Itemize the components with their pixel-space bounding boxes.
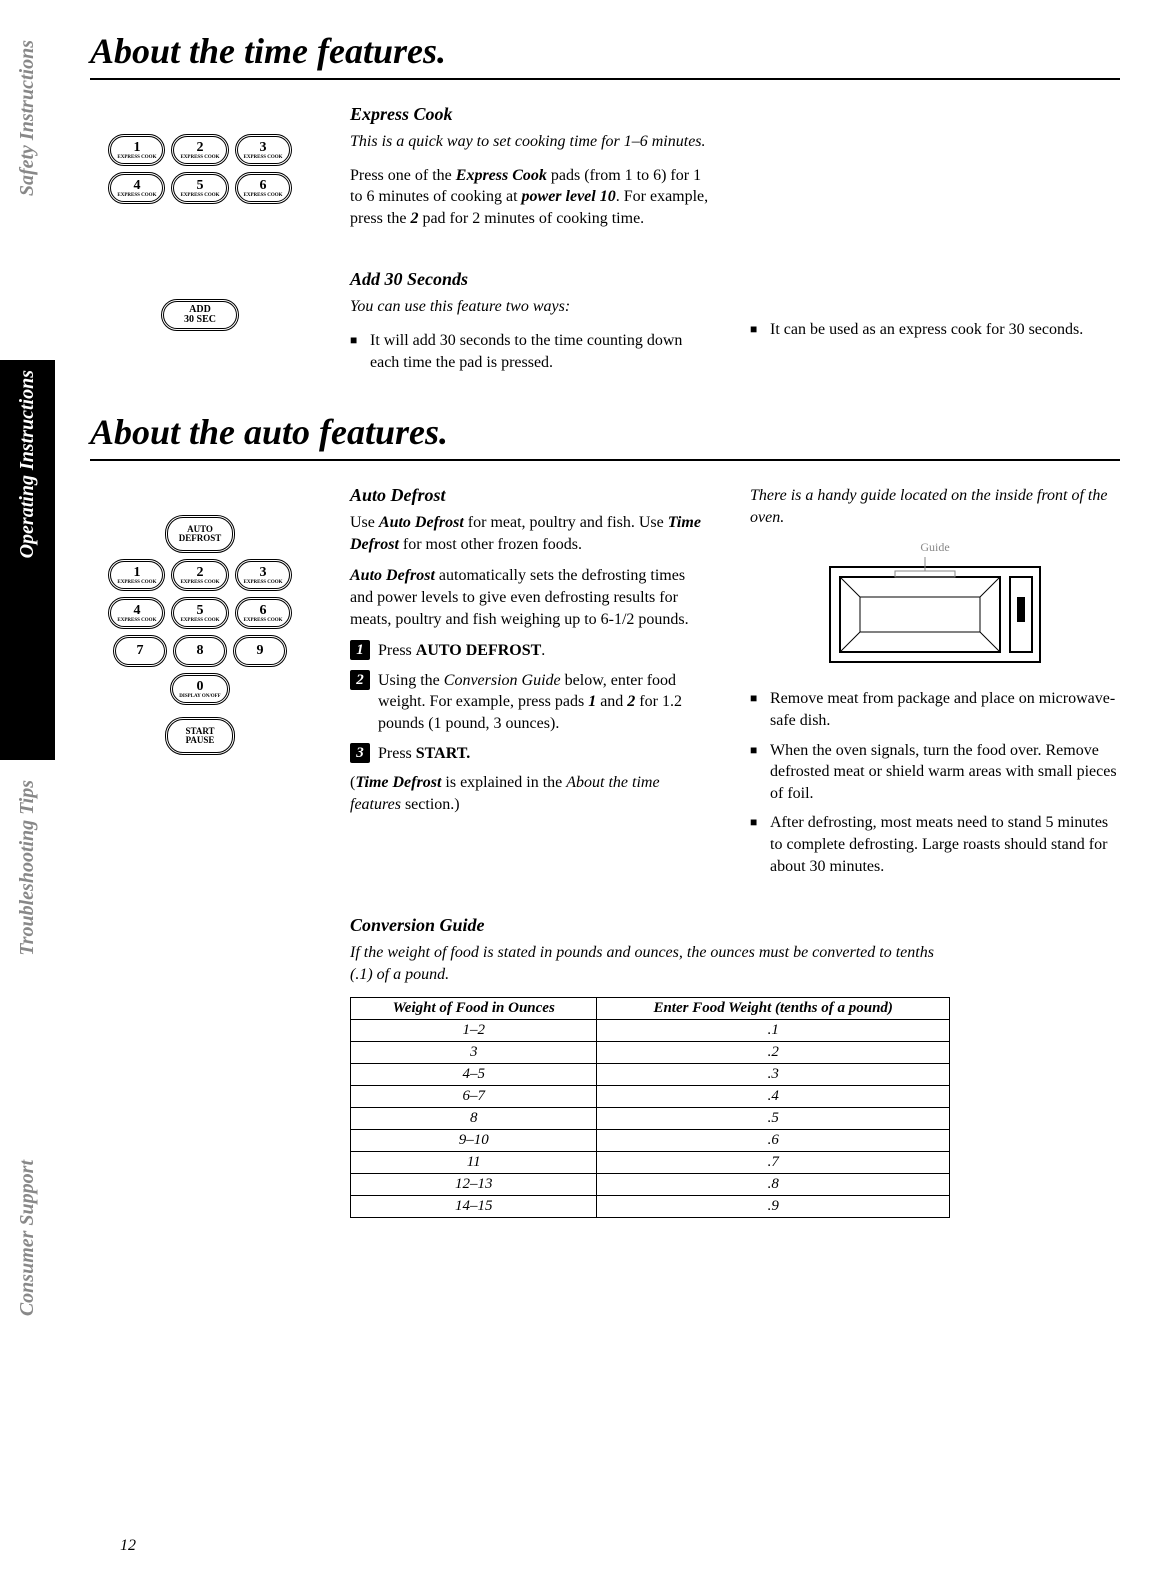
key-add-30: ADD30 SEC <box>161 299 239 331</box>
key-2: 2EXPRESS COOK <box>171 134 228 166</box>
tab-label: Consumer Support <box>16 1150 39 1326</box>
conv-col2: Enter Food Weight (tenths of a pound) <box>597 998 950 1020</box>
key-3: 3EXPRESS COOK <box>235 134 292 166</box>
guide-label: Guide <box>750 540 1120 555</box>
oz-cell: 6–7 <box>351 1086 597 1108</box>
side-tabs: Safety Instructions Operating Instructio… <box>0 0 55 1575</box>
title-rule-2 <box>90 459 1120 461</box>
conversion-intro: If the weight of food is stated in pound… <box>350 942 950 985</box>
oz-cell: 14–15 <box>351 1196 597 1218</box>
section-conversion: Conversion Guide If the weight of food i… <box>90 915 1120 1218</box>
conversion-table: Weight of Food in Ounces Enter Food Weig… <box>350 997 950 1218</box>
add30-heading: Add 30 Seconds <box>350 269 710 290</box>
table-row: 8.5 <box>351 1108 950 1130</box>
rb3: After defrosting, most meats need to sta… <box>750 812 1120 877</box>
table-row: 11.7 <box>351 1152 950 1174</box>
page-number: 12 <box>120 1537 136 1555</box>
tab-troubleshooting[interactable]: Troubleshooting Tips <box>0 770 55 1140</box>
conv-col1: Weight of Food in Ounces <box>351 998 597 1020</box>
express-cook-intro: This is a quick way to set cooking time … <box>350 131 710 153</box>
express-cook-body: Press one of the Express Cook pads (from… <box>350 165 710 230</box>
auto-defrost-keypad: AUTODEFROST 1EXPRESS COOK 2EXPRESS COOK … <box>90 515 310 755</box>
title-rule <box>90 78 1120 80</box>
table-row: 6–7.4 <box>351 1086 950 1108</box>
oz-cell: 3 <box>351 1042 597 1064</box>
step-2: 2Using the Conversion Guide below, enter… <box>350 670 710 735</box>
tenths-cell: .9 <box>597 1196 950 1218</box>
key-1b: 1EXPRESS COOK <box>108 559 165 591</box>
tenths-cell: .5 <box>597 1108 950 1130</box>
conversion-heading: Conversion Guide <box>350 915 1120 936</box>
tenths-cell: .1 <box>597 1020 950 1042</box>
add30-left-bullet: It will add 30 seconds to the time count… <box>350 330 710 373</box>
oz-cell: 1–2 <box>351 1020 597 1042</box>
express-cook-keypad: 1EXPRESS COOK 2EXPRESS COOK 3EXPRESS COO… <box>90 134 310 204</box>
tenths-cell: .3 <box>597 1064 950 1086</box>
table-row: 3.2 <box>351 1042 950 1064</box>
step-1: 1Press AUTO DEFROST. <box>350 640 710 662</box>
key-auto-defrost: AUTODEFROST <box>165 515 235 553</box>
tab-label: Troubleshooting Tips <box>16 770 39 966</box>
key-3b: 3EXPRESS COOK <box>235 559 292 591</box>
rb1: Remove meat from package and place on mi… <box>750 688 1120 731</box>
auto-defrost-steps: 1Press AUTO DEFROST. 2Using the Conversi… <box>350 640 710 764</box>
auto-defrost-p2: Auto Defrost automatically sets the defr… <box>350 565 710 630</box>
step-3: 3Press START. <box>350 743 710 765</box>
tenths-cell: .8 <box>597 1174 950 1196</box>
key-5: 5EXPRESS COOK <box>171 172 228 204</box>
page-title-2: About the auto features. <box>90 411 1120 453</box>
key-9: 9 <box>233 635 287 667</box>
key-4b: 4EXPRESS COOK <box>108 597 165 629</box>
add30-left-list: It will add 30 seconds to the time count… <box>350 330 710 373</box>
oz-cell: 8 <box>351 1108 597 1130</box>
table-row: 4–5.3 <box>351 1064 950 1086</box>
section-auto-defrost: AUTODEFROST 1EXPRESS COOK 2EXPRESS COOK … <box>90 485 1120 885</box>
key-7: 7 <box>113 635 167 667</box>
tenths-cell: .7 <box>597 1152 950 1174</box>
key-start-pause: STARTPAUSE <box>165 717 235 755</box>
tab-label: Safety Instructions <box>16 30 39 206</box>
add30-right-list: It can be used as an express cook for 30… <box>750 319 1120 341</box>
auto-defrost-right-intro: There is a handy guide located on the in… <box>750 485 1120 528</box>
tab-label: Operating Instructions <box>16 360 39 568</box>
key-0: 0DISPLAY ON/OFF <box>170 673 229 705</box>
key-6b: 6EXPRESS COOK <box>235 597 292 629</box>
tab-operating[interactable]: Operating Instructions <box>0 360 55 760</box>
auto-defrost-right-bullets: Remove meat from package and place on mi… <box>750 688 1120 877</box>
auto-defrost-note: (Time Defrost is explained in the About … <box>350 772 710 815</box>
table-row: 14–15.9 <box>351 1196 950 1218</box>
oz-cell: 12–13 <box>351 1174 597 1196</box>
key-4: 4EXPRESS COOK <box>108 172 165 204</box>
key-5b: 5EXPRESS COOK <box>171 597 228 629</box>
auto-defrost-heading: Auto Defrost <box>350 485 710 506</box>
page-title-1: About the time features. <box>90 30 1120 72</box>
table-row: 1–2.1 <box>351 1020 950 1042</box>
tenths-cell: .6 <box>597 1130 950 1152</box>
oven-figure: Guide <box>750 540 1120 672</box>
section-add-30: ADD30 SEC Add 30 Seconds You can use thi… <box>90 269 1120 381</box>
rb2: When the oven signals, turn the food ove… <box>750 740 1120 805</box>
tenths-cell: .4 <box>597 1086 950 1108</box>
auto-defrost-p1: Use Auto Defrost for meat, poultry and f… <box>350 512 710 555</box>
add30-keypad: ADD30 SEC <box>90 299 310 331</box>
table-row: 9–10.6 <box>351 1130 950 1152</box>
tenths-cell: .2 <box>597 1042 950 1064</box>
oven-icon <box>825 557 1045 667</box>
add30-right-bullet: It can be used as an express cook for 30… <box>750 319 1120 341</box>
key-8: 8 <box>173 635 227 667</box>
express-cook-heading: Express Cook <box>350 104 710 125</box>
section-express-cook: 1EXPRESS COOK 2EXPRESS COOK 3EXPRESS COO… <box>90 104 1120 239</box>
add30-intro: You can use this feature two ways: <box>350 296 710 318</box>
tab-safety[interactable]: Safety Instructions <box>0 30 55 350</box>
tab-consumer[interactable]: Consumer Support <box>0 1150 55 1510</box>
key-6: 6EXPRESS COOK <box>235 172 292 204</box>
oz-cell: 9–10 <box>351 1130 597 1152</box>
key-1: 1EXPRESS COOK <box>108 134 165 166</box>
table-row: 12–13.8 <box>351 1174 950 1196</box>
oz-cell: 4–5 <box>351 1064 597 1086</box>
oz-cell: 11 <box>351 1152 597 1174</box>
key-2b: 2EXPRESS COOK <box>171 559 228 591</box>
